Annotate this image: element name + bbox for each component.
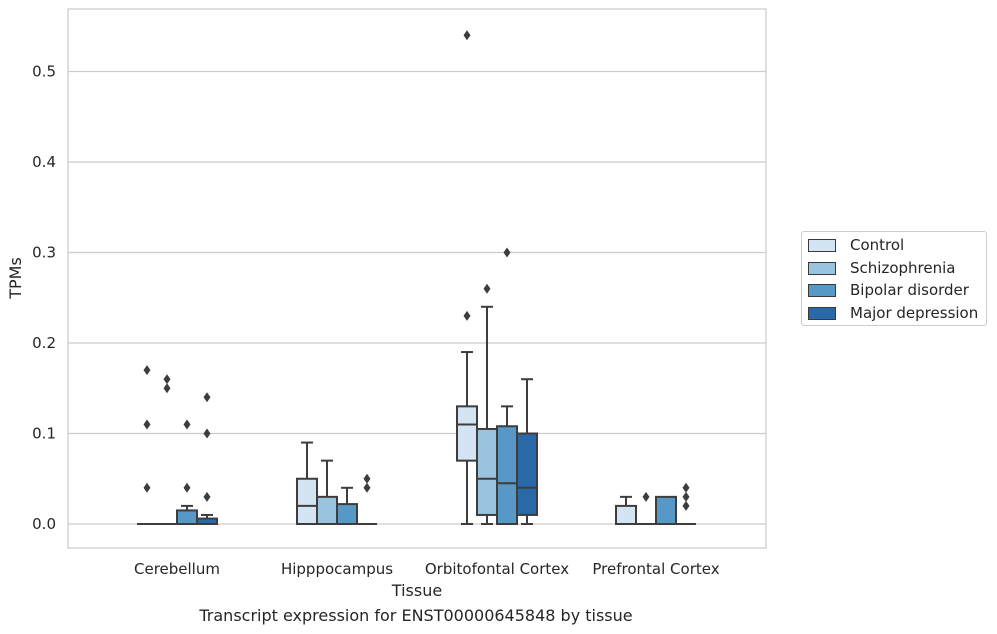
legend-label-schizophrenia: Schizophrenia: [850, 259, 956, 277]
box-body: [316, 495, 338, 526]
outlier-point: [203, 428, 211, 439]
outlier-point: [682, 482, 690, 493]
box-control-prefrontal-cortex: [615, 495, 637, 525]
box-body: [615, 504, 637, 525]
outlier-points: [143, 30, 690, 511]
x-axis-label: Tissue: [391, 581, 442, 600]
box-body: [476, 427, 498, 516]
y-tick-labels: 0.0 0.1 0.2 0.3 0.4 0.5: [32, 63, 56, 534]
outlier-point: [163, 383, 171, 394]
grid-lines: [68, 70, 766, 525]
box-schizophrenia-hipppocampus: [316, 459, 338, 526]
box-body: [496, 425, 518, 526]
y-tick-label: 0.3: [32, 244, 56, 262]
outlier-point: [183, 419, 191, 430]
outlier-point: [503, 247, 511, 258]
x-tick-label-cerebellum: Cerebellum: [134, 560, 220, 578]
x-tick-label-prefrontal-cortex: Prefrontal Cortex: [592, 560, 719, 578]
box-bipolar-disorder-prefrontal-cortex: [655, 495, 677, 526]
y-tick-label: 0.5: [32, 63, 56, 81]
outlier-point: [363, 473, 371, 484]
legend-label-control: Control: [850, 236, 905, 254]
outlier-point: [642, 491, 650, 502]
outlier-point: [203, 392, 211, 403]
outlier-point: [143, 365, 151, 376]
y-tick-label: 0.2: [32, 334, 56, 352]
box-bipolar-disorder-cerebellum: [176, 504, 198, 525]
box-body: [655, 495, 677, 526]
box-body: [456, 405, 478, 462]
outlier-point: [463, 310, 471, 321]
outlier-point: [463, 30, 471, 41]
box-bipolar-disorder-hipppocampus: [336, 486, 358, 525]
legend-item-major-depression: Major depression: [808, 304, 978, 322]
box-body: [516, 432, 538, 516]
outlier-point: [163, 374, 171, 385]
legend-swatch-control: [808, 238, 836, 252]
outlier-point: [143, 419, 151, 430]
outlier-point: [183, 482, 191, 493]
box-body: [296, 477, 318, 525]
box-bipolar-disorder-orbitofontal-cortex: [496, 405, 518, 526]
legend-label-major-depression: Major depression: [850, 304, 979, 322]
box-schizophrenia-orbitofontal-cortex: [476, 305, 498, 525]
box-control-hipppocampus: [296, 441, 318, 525]
legend: Control Schizophrenia Bipolar disorder M…: [801, 231, 987, 326]
box-body: [176, 509, 198, 525]
x-tick-label-hipppocampus: Hipppocampus: [281, 560, 393, 578]
y-axis-label: TPMs: [6, 257, 25, 300]
boxes: [137, 305, 696, 526]
legend-swatch-major-depression: [808, 306, 836, 320]
box-body: [336, 503, 358, 525]
legend-swatch-schizophrenia: [808, 261, 836, 275]
y-tick-label: 0.0: [32, 515, 56, 533]
y-tick-label: 0.1: [32, 425, 56, 443]
y-tick-label: 0.4: [32, 153, 56, 171]
outlier-point: [363, 482, 371, 493]
legend-item-control: Control: [808, 236, 904, 254]
legend-item-schizophrenia: Schizophrenia: [808, 259, 955, 277]
outlier-point: [682, 500, 690, 511]
figure-caption: Transcript expression for ENST0000064584…: [199, 606, 633, 625]
outlier-point: [682, 491, 690, 502]
box-control-orbitofontal-cortex: [456, 351, 478, 525]
outlier-point: [203, 491, 211, 502]
legend-item-bipolar-disorder: Bipolar disorder: [808, 281, 969, 299]
plot-frame: [67, 8, 767, 549]
box-major-depression-orbitofontal-cortex: [516, 378, 538, 525]
x-tick-labels: Cerebellum Hipppocampus Orbitofontal Corte…: [134, 560, 720, 578]
outlier-point: [143, 482, 151, 493]
legend-swatch-bipolar-disorder: [808, 283, 836, 297]
box-major-depression-cerebellum: [196, 513, 218, 526]
outlier-point: [483, 283, 491, 294]
x-tick-label-orbitofontal-cortex: Orbitofontal Cortex: [425, 560, 569, 578]
legend-label-bipolar-disorder: Bipolar disorder: [850, 281, 969, 299]
